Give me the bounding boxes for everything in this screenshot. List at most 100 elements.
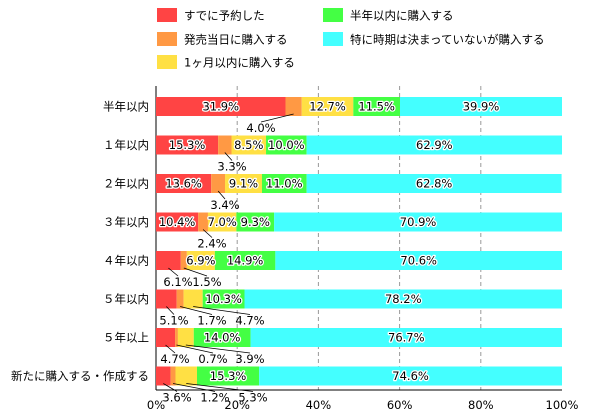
data-label: 3.9% xyxy=(235,352,264,366)
leader-line xyxy=(180,306,213,315)
data-label: 11.5% xyxy=(358,100,395,114)
data-label: 6.1% xyxy=(163,275,192,289)
data-label: 3.6% xyxy=(162,391,191,405)
data-label: 5.3% xyxy=(238,391,267,405)
data-label: 31.9% xyxy=(202,100,239,114)
category-label: 半年以内 xyxy=(103,100,149,114)
legend-swatch-1 xyxy=(157,32,177,46)
data-label: 10.4% xyxy=(159,215,196,229)
data-label: 1.2% xyxy=(200,391,229,405)
data-label: 8.5% xyxy=(234,138,263,152)
data-label: 6.9% xyxy=(186,254,215,268)
x-tick-label: 20% xyxy=(224,398,250,412)
bar-segment xyxy=(197,366,260,386)
bar-segment xyxy=(156,366,171,386)
bar-segment xyxy=(207,212,237,232)
bar-segment xyxy=(186,251,215,270)
data-label: 15.3% xyxy=(169,138,206,152)
x-tick-label: 60% xyxy=(387,398,413,412)
bar-segment xyxy=(156,289,177,309)
bars xyxy=(156,97,562,386)
x-tick-label: 0% xyxy=(147,398,165,412)
leader-line xyxy=(183,267,208,277)
leader-line xyxy=(224,152,233,161)
bar-segment xyxy=(202,289,245,309)
bar-segment xyxy=(156,174,212,193)
leader-line xyxy=(185,344,251,354)
category-label: ５年以内 xyxy=(103,292,149,306)
leader-line xyxy=(217,190,226,200)
x-tick-label: 40% xyxy=(306,398,332,412)
data-label: 12.7% xyxy=(309,100,346,114)
data-label: 62.9% xyxy=(416,138,453,152)
leader-line xyxy=(166,306,175,315)
bar-segment xyxy=(156,251,181,270)
data-label: 5.1% xyxy=(159,314,188,328)
bar-segment xyxy=(193,328,251,347)
bar-segment xyxy=(274,212,562,232)
bar-segment xyxy=(306,135,562,155)
data-label: 3.3% xyxy=(217,160,246,174)
leader-line xyxy=(202,229,213,238)
data-label: 74.6% xyxy=(392,369,429,383)
data-label: 2.4% xyxy=(197,237,226,251)
leader-line xyxy=(186,383,254,392)
category-label: １年以内 xyxy=(103,138,149,152)
data-label: 14.9% xyxy=(227,254,264,268)
data-labels: 31.9% 4.0% 12.7% 11.5% 39.9% 15.3% 3.3% 8.5% 10.… xyxy=(158,98,501,405)
legend-label-4: 特に時期は決まっていないが購入する xyxy=(350,33,544,47)
data-label: 9.1% xyxy=(229,177,258,191)
bar-segment xyxy=(156,135,219,155)
legend-label-2: 1ヶ月以内に購入する xyxy=(184,56,295,70)
leader-line xyxy=(176,344,214,354)
data-label: 39.9% xyxy=(463,100,500,114)
bar-segment xyxy=(214,251,276,270)
category-label: ２年以内 xyxy=(103,177,149,191)
bar-segment xyxy=(175,366,198,386)
bar-segment xyxy=(225,174,262,193)
data-label: 78.2% xyxy=(385,292,422,306)
data-label: 62.8% xyxy=(416,177,453,191)
leader-line xyxy=(193,306,251,315)
bar-segment xyxy=(175,328,178,347)
data-label: 1.5% xyxy=(192,275,221,289)
bar-segment xyxy=(156,328,176,347)
category-label: ４年以内 xyxy=(103,254,149,268)
data-label: 4.7% xyxy=(160,352,189,366)
legend-swatch-0 xyxy=(157,8,177,22)
data-label: 4.7% xyxy=(235,314,264,328)
data-label: 1.7% xyxy=(197,314,226,328)
bar-segment xyxy=(259,366,562,386)
bar-segment xyxy=(177,328,194,347)
data-label: 9.3% xyxy=(241,215,270,229)
bar-segment xyxy=(231,135,267,155)
x-tick-label: 100% xyxy=(546,398,579,412)
legend-label-1: 発売当日に購入する xyxy=(184,33,288,47)
data-label: 10.0% xyxy=(268,138,305,152)
leader-line xyxy=(260,113,294,123)
bar-segment xyxy=(156,97,286,116)
category-label: ３年以内 xyxy=(103,215,149,229)
bar-segment xyxy=(301,97,354,116)
leader-line xyxy=(172,383,216,392)
bar-segment xyxy=(285,97,302,116)
data-label: 0.7% xyxy=(198,352,227,366)
bar-segment xyxy=(266,135,307,155)
leader-line xyxy=(168,267,179,277)
data-label: 76.7% xyxy=(388,331,425,345)
bar-segment xyxy=(306,174,562,193)
leader-line xyxy=(163,383,178,392)
bar-segment xyxy=(170,366,176,386)
bar-segment xyxy=(218,135,232,155)
bar-segment xyxy=(261,174,307,193)
data-label: 3.4% xyxy=(210,198,239,212)
bar-segment xyxy=(236,212,275,232)
bar-segment xyxy=(400,97,562,116)
category-label: 新たに購入する・作成する xyxy=(11,369,149,383)
bar-segment xyxy=(275,251,562,270)
legend-label-0: すでに予約した xyxy=(184,9,265,23)
bar-segment xyxy=(176,289,184,309)
legend-label-3: 半年以内に購入する xyxy=(350,9,454,23)
